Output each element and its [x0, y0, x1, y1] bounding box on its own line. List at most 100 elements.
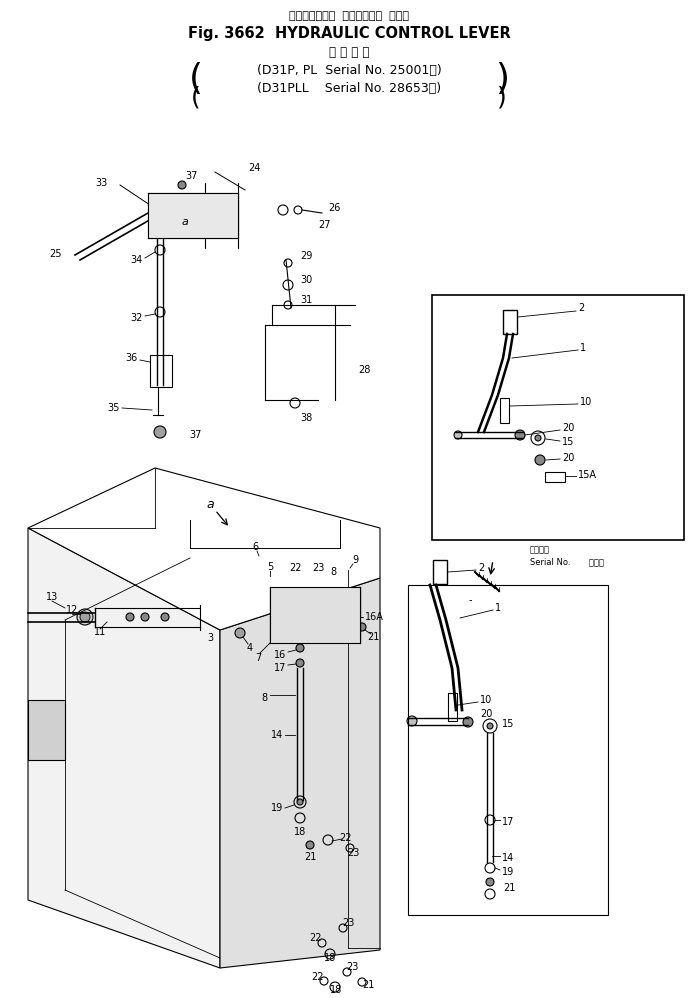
- Text: 15: 15: [562, 437, 575, 447]
- Text: 20: 20: [562, 453, 575, 463]
- Bar: [433, 560, 447, 584]
- Text: 22: 22: [312, 972, 324, 982]
- Circle shape: [297, 799, 303, 805]
- Text: 18: 18: [330, 985, 342, 995]
- Text: 12: 12: [66, 605, 78, 615]
- Text: 1: 1: [580, 343, 586, 353]
- Text: 19: 19: [271, 803, 283, 813]
- Text: 26: 26: [328, 203, 340, 213]
- Text: 10: 10: [580, 397, 592, 407]
- Circle shape: [486, 878, 494, 886]
- Text: 21: 21: [503, 883, 515, 893]
- Text: 33: 33: [96, 178, 108, 188]
- Text: 6: 6: [252, 542, 258, 552]
- Circle shape: [296, 659, 304, 667]
- Text: 2: 2: [578, 303, 584, 313]
- Circle shape: [463, 717, 473, 727]
- Text: ): ): [497, 85, 507, 109]
- Bar: [408, 585, 608, 915]
- Text: 14: 14: [271, 730, 283, 740]
- Text: 36: 36: [126, 353, 138, 363]
- Bar: [545, 472, 565, 482]
- Text: 11: 11: [94, 627, 106, 637]
- Polygon shape: [148, 193, 238, 238]
- Circle shape: [256, 556, 264, 564]
- Text: 16: 16: [274, 650, 286, 660]
- Text: a: a: [206, 497, 214, 511]
- Text: 20: 20: [562, 423, 575, 433]
- Text: 21: 21: [362, 980, 374, 990]
- Text: 4: 4: [247, 643, 253, 653]
- Circle shape: [454, 431, 462, 439]
- Circle shape: [358, 623, 366, 631]
- Circle shape: [154, 426, 166, 438]
- Text: 19: 19: [502, 867, 514, 877]
- Text: (D31PLL    Serial No. 28653～): (D31PLL Serial No. 28653～): [257, 82, 441, 95]
- Bar: [503, 310, 517, 334]
- Text: 適用号機: 適用号機: [530, 546, 550, 555]
- Circle shape: [77, 609, 93, 625]
- Text: 適 用 号 機: 適 用 号 機: [329, 46, 369, 59]
- Text: (: (: [191, 85, 201, 109]
- Text: 14: 14: [502, 853, 514, 863]
- Text: 13: 13: [46, 592, 58, 602]
- Text: ハイドロリック  コントロール  レバー: ハイドロリック コントロール レバー: [289, 11, 409, 21]
- Text: ): ): [495, 62, 509, 96]
- Text: 15: 15: [502, 719, 514, 729]
- Text: 7: 7: [255, 653, 261, 663]
- Circle shape: [291, 576, 299, 584]
- Circle shape: [126, 613, 134, 621]
- Polygon shape: [28, 700, 65, 760]
- Text: 34: 34: [131, 255, 143, 265]
- Text: 3: 3: [207, 633, 213, 643]
- Text: 25: 25: [50, 249, 62, 259]
- Text: 23: 23: [312, 563, 324, 573]
- Text: 8: 8: [262, 693, 268, 703]
- Text: 8: 8: [330, 567, 336, 577]
- Text: 30: 30: [300, 275, 312, 285]
- Bar: [150, 355, 172, 387]
- Text: 18: 18: [324, 953, 336, 963]
- Circle shape: [487, 723, 493, 729]
- Text: 5: 5: [267, 562, 273, 572]
- Text: 35: 35: [108, 403, 120, 413]
- Text: 22: 22: [309, 933, 322, 943]
- Circle shape: [407, 716, 417, 726]
- Text: 37: 37: [189, 430, 201, 440]
- Text: 10: 10: [480, 695, 492, 705]
- Text: 22: 22: [289, 563, 301, 573]
- Circle shape: [306, 576, 314, 584]
- Polygon shape: [270, 587, 360, 643]
- Circle shape: [80, 612, 90, 622]
- Text: 16A: 16A: [365, 612, 384, 622]
- Circle shape: [296, 644, 304, 652]
- Text: 15A: 15A: [578, 470, 597, 480]
- Text: 17: 17: [273, 663, 286, 673]
- Text: 38: 38: [300, 413, 312, 423]
- Bar: [448, 693, 457, 721]
- Text: a: a: [182, 217, 189, 227]
- Circle shape: [269, 576, 277, 584]
- Text: 29: 29: [300, 251, 312, 261]
- Circle shape: [515, 430, 525, 440]
- Circle shape: [343, 568, 353, 578]
- Text: (: (: [189, 62, 203, 96]
- Text: 37: 37: [186, 171, 199, 181]
- Text: -: -: [468, 595, 472, 605]
- Text: Serial No.       ・・～: Serial No. ・・～: [530, 558, 604, 567]
- Text: 23: 23: [342, 918, 354, 928]
- Polygon shape: [220, 578, 380, 968]
- Circle shape: [178, 181, 186, 189]
- Text: 23: 23: [347, 848, 359, 858]
- Text: 9: 9: [352, 555, 358, 565]
- Polygon shape: [28, 468, 380, 630]
- Text: 17: 17: [502, 817, 514, 827]
- Text: 1: 1: [495, 603, 501, 613]
- Text: Fig. 3662  HYDRAULIC CONTROL LEVER: Fig. 3662 HYDRAULIC CONTROL LEVER: [187, 26, 510, 41]
- Text: 24: 24: [248, 163, 260, 173]
- Circle shape: [161, 613, 169, 621]
- Text: 21: 21: [304, 852, 316, 862]
- Text: 2: 2: [478, 563, 484, 573]
- Text: 27: 27: [318, 220, 331, 230]
- Text: 22: 22: [339, 833, 352, 843]
